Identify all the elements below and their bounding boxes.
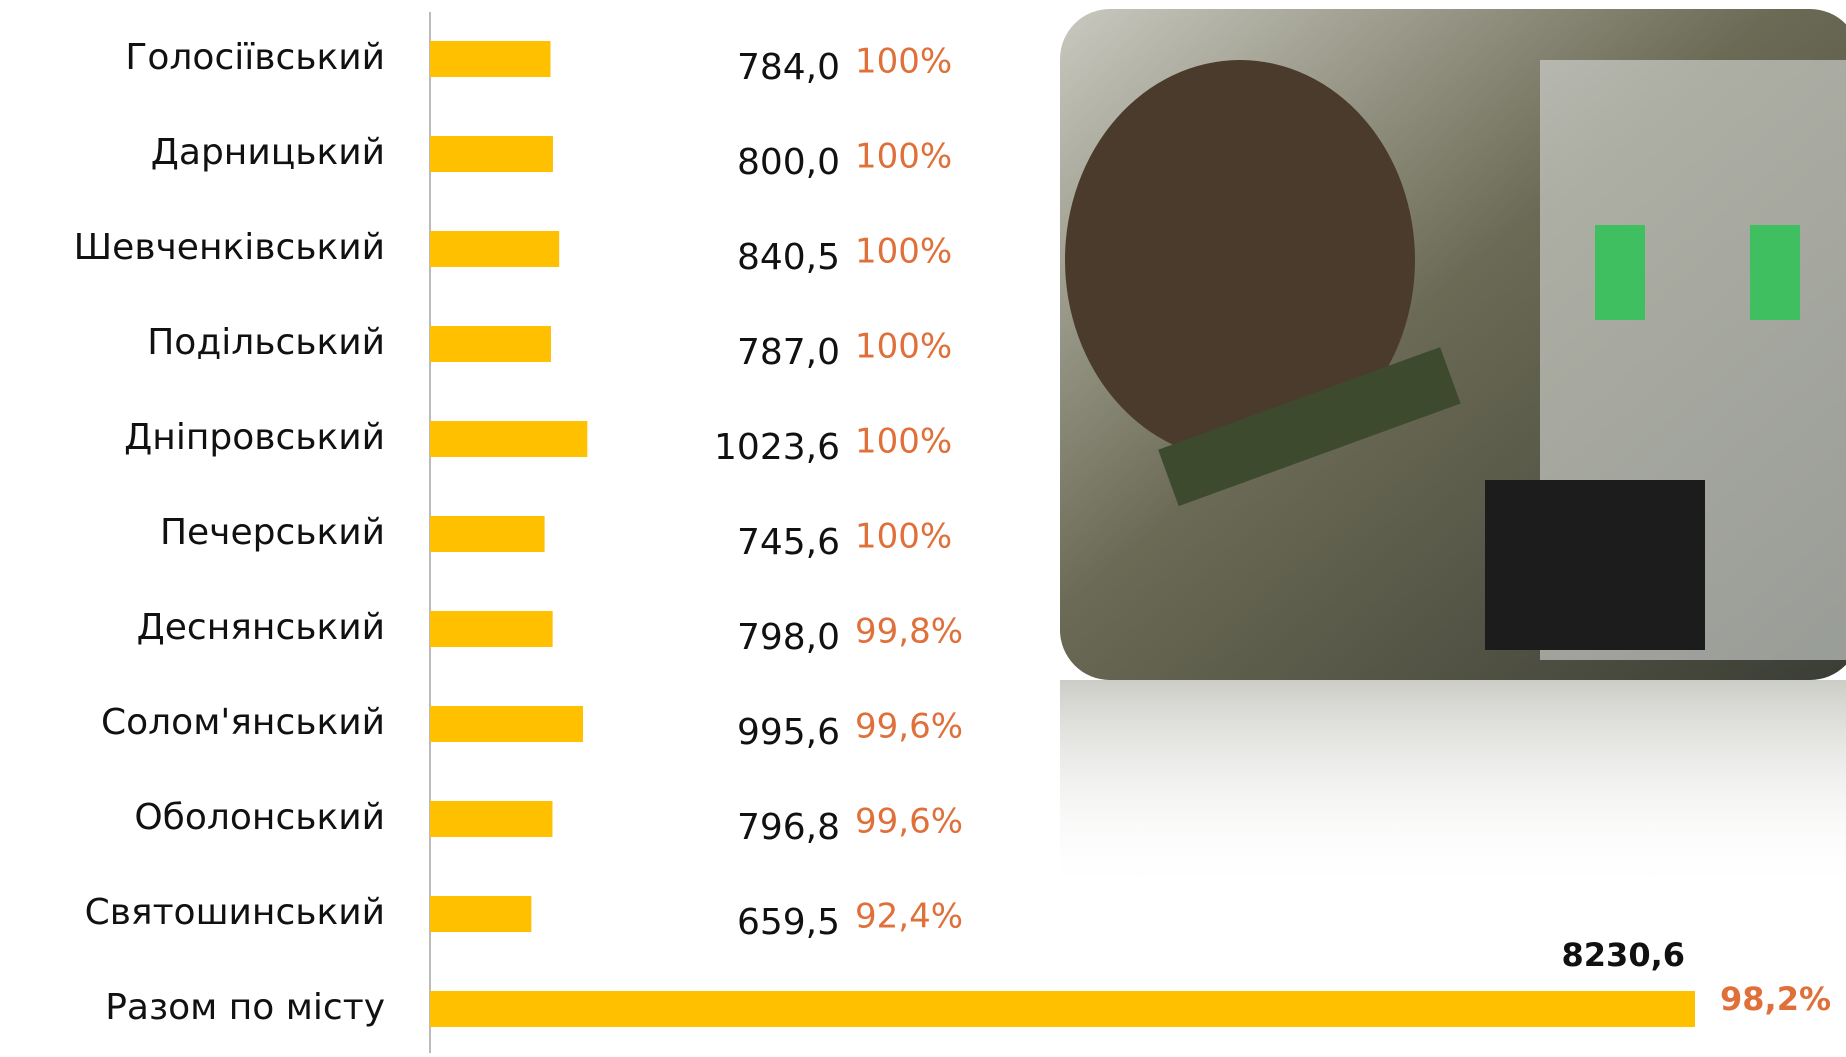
category-label: Дарницький bbox=[151, 132, 385, 173]
category-label: Святошинський bbox=[85, 892, 385, 933]
category-label: Печерський bbox=[160, 512, 385, 553]
value-label: 840,5 bbox=[737, 237, 840, 278]
value-label: 1023,6 bbox=[714, 427, 840, 468]
bar bbox=[430, 706, 584, 742]
share-label: 100% bbox=[855, 232, 952, 272]
share-label: 99,6% bbox=[855, 707, 963, 747]
share-label: 98,2% bbox=[1720, 980, 1831, 1018]
bar bbox=[430, 326, 551, 362]
category-label: Подільський bbox=[147, 322, 385, 363]
share-label: 100% bbox=[855, 327, 952, 367]
bar bbox=[430, 991, 1695, 1027]
photo bbox=[1060, 9, 1846, 895]
value-label: 798,0 bbox=[737, 617, 840, 658]
bar bbox=[430, 41, 551, 77]
value-label: 8230,6 bbox=[1562, 936, 1685, 974]
bar bbox=[430, 516, 545, 552]
bar bbox=[430, 231, 560, 267]
value-label: 745,6 bbox=[737, 522, 840, 563]
share-label: 100% bbox=[855, 422, 952, 462]
category-label: Деснянський bbox=[137, 607, 385, 648]
value-label: 787,0 bbox=[737, 332, 840, 373]
bar bbox=[430, 801, 553, 837]
category-label: Оболонський bbox=[134, 797, 385, 838]
bar bbox=[430, 896, 532, 932]
bar bbox=[430, 136, 553, 172]
share-label: 100% bbox=[855, 517, 952, 557]
value-label: 784,0 bbox=[737, 47, 840, 88]
bar bbox=[430, 421, 588, 457]
category-label: Разом по місту bbox=[105, 987, 385, 1028]
category-label: Дніпровський bbox=[124, 417, 385, 458]
category-label: Солом'янський bbox=[101, 702, 385, 743]
value-label: 796,8 bbox=[737, 807, 840, 848]
value-label: 800,0 bbox=[737, 142, 840, 183]
value-label: 659,5 bbox=[737, 902, 840, 943]
share-label: 100% bbox=[855, 42, 952, 82]
category-label: Голосіївський bbox=[125, 37, 385, 78]
share-label: 99,6% bbox=[855, 802, 963, 842]
category-label: Шевченківський bbox=[74, 227, 385, 268]
value-label: 995,6 bbox=[737, 712, 840, 753]
share-label: 99,8% bbox=[855, 612, 963, 652]
share-label: 92,4% bbox=[855, 897, 963, 937]
share-label: 100% bbox=[855, 137, 952, 177]
bar bbox=[430, 611, 553, 647]
